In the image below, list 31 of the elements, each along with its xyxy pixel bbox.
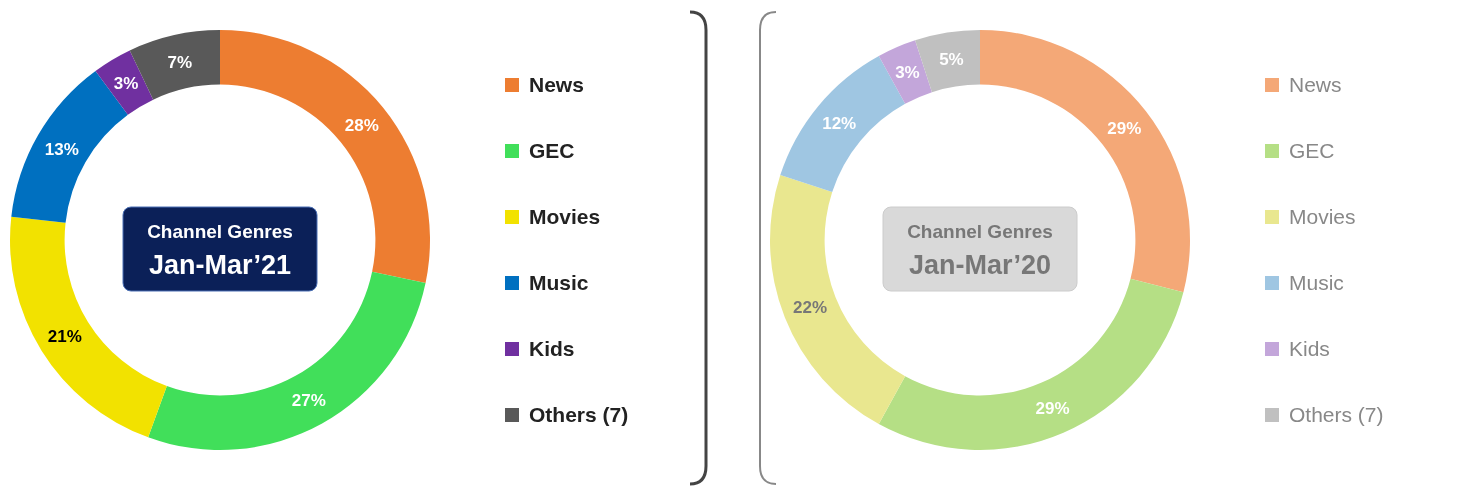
legend-label: GEC [1289,139,1335,163]
text: Jan-Mar’20 [908,250,1052,280]
legend-label: News [1289,73,1342,97]
text: Channel Genres [907,221,1053,242]
data-label: 22% [793,298,828,318]
legend-label: Music [529,271,589,295]
data-label: 13% [44,139,79,159]
legend-label: Others (7) [1289,403,1384,427]
legend-label: GEC [529,139,575,163]
data-label: 3% [895,63,920,83]
data-label: 27% [291,390,326,410]
legend-label: News [529,73,584,97]
legend-label: Kids [529,337,575,361]
data-label: 3% [113,74,139,94]
data-label: 12% [822,114,857,134]
donut-slice [95,50,154,115]
data-label: 29% [1107,118,1142,138]
text: Channel Genres [147,221,293,242]
legend-label: Others (7) [529,403,629,427]
legend-label: Kids [1289,337,1330,361]
legend-label: Movies [529,205,601,229]
donut-slice [878,278,1184,450]
legend-label: Music [1289,271,1344,295]
data-label: 21% [47,327,82,347]
data-label: 5% [939,50,964,70]
data-label: 28% [344,115,379,135]
text: Jan-Mar’21 [148,250,292,280]
legend-label: Movies [1289,205,1356,229]
data-label: 7% [167,52,193,72]
data-label: 29% [1035,398,1070,418]
donut-slice [770,175,906,425]
